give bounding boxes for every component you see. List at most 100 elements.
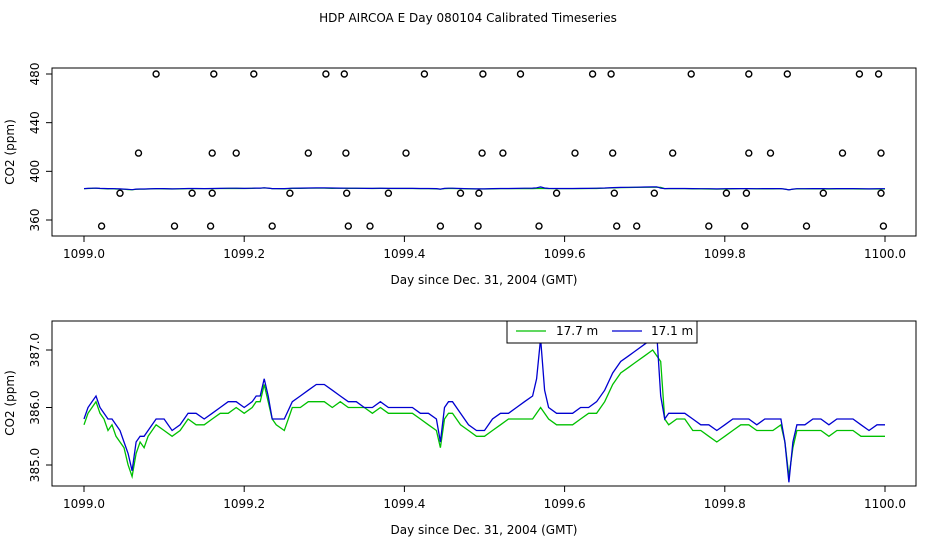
calibration-point bbox=[116, 189, 124, 197]
calibration-point bbox=[877, 189, 885, 197]
calibration-point bbox=[210, 70, 218, 78]
x-tick-label: 1099.0 bbox=[63, 497, 105, 511]
calibration-point bbox=[613, 222, 621, 230]
calibration-point bbox=[322, 70, 330, 78]
y-tick-label: 400 bbox=[28, 160, 42, 183]
calibration-point bbox=[384, 189, 393, 197]
figure-title: HDP AIRCOA E Day 080104 Calibrated Times… bbox=[319, 11, 617, 25]
calibration-point bbox=[208, 189, 216, 197]
x-tick-label: 1100.0 bbox=[864, 497, 906, 511]
calibration-point bbox=[402, 149, 410, 157]
calibration-point bbox=[286, 189, 294, 197]
calibration-point bbox=[633, 222, 641, 230]
calibration-point bbox=[838, 149, 847, 157]
calibration-point bbox=[474, 222, 482, 230]
calibration-point bbox=[304, 149, 312, 157]
x-tick-label: 1100.0 bbox=[864, 247, 906, 261]
calibration-point bbox=[420, 70, 429, 78]
series-line-17-7m bbox=[83, 349, 885, 480]
calibration-point bbox=[344, 222, 352, 230]
calibration-point bbox=[877, 149, 885, 157]
x-tick-label: 1099.8 bbox=[704, 247, 746, 261]
x-tick-label: 1099.4 bbox=[383, 247, 425, 261]
calibration-point bbox=[456, 189, 465, 197]
calibration-point bbox=[343, 189, 351, 197]
calibration-point bbox=[516, 70, 525, 78]
y-tick-label: 387.0 bbox=[28, 333, 42, 367]
x-tick-label: 1099.6 bbox=[544, 247, 586, 261]
bottom-x-axis-label: Day since Dec. 31, 2004 (GMT) bbox=[391, 523, 578, 537]
calibration-point bbox=[609, 149, 617, 157]
calibration-point bbox=[188, 189, 196, 197]
calibration-point bbox=[340, 70, 348, 78]
calibration-point bbox=[722, 189, 731, 197]
calibration-point bbox=[610, 189, 618, 197]
calibration-point bbox=[745, 149, 753, 157]
calibration-point bbox=[436, 222, 445, 230]
bottom-x-axis: 1099.0 1099.2 1099.4 1099.6 1099.8 1100.0 bbox=[63, 485, 906, 511]
panel-top: 1099.0 1099.2 1099.4 1099.6 1099.8 1100.0 360… bbox=[3, 63, 917, 287]
calibration-point bbox=[588, 70, 597, 78]
x-tick-label: 1099.0 bbox=[63, 247, 105, 261]
top-y-axis: 360 400 440 480 bbox=[28, 63, 53, 232]
bottom-series-group bbox=[83, 330, 885, 483]
legend-label-17-1m: 17.1 m bbox=[651, 324, 693, 338]
x-tick-label: 1099.2 bbox=[223, 247, 265, 261]
calibration-point bbox=[366, 222, 374, 230]
calibration-point bbox=[650, 189, 658, 197]
calibration-point bbox=[874, 70, 883, 78]
calibration-point bbox=[607, 70, 615, 78]
y-tick-label: 386.0 bbox=[28, 390, 42, 424]
calibration-point bbox=[879, 222, 888, 230]
calibration-point bbox=[208, 149, 216, 157]
x-tick-label: 1099.2 bbox=[223, 497, 265, 511]
calibration-point bbox=[552, 189, 561, 197]
legend: 17.7 m 17.1 m bbox=[506, 320, 698, 344]
calibration-point bbox=[499, 149, 507, 157]
calibration-point bbox=[342, 149, 350, 157]
calibration-point bbox=[669, 149, 677, 157]
calibration-point bbox=[478, 149, 486, 157]
calibration-point bbox=[741, 222, 749, 230]
calibration-point bbox=[97, 222, 106, 230]
bottom-y-axis: 385.0 386.0 387.0 bbox=[28, 333, 53, 482]
calibration-point bbox=[250, 70, 258, 78]
top-series-line-1 bbox=[83, 186, 885, 191]
calibration-point bbox=[475, 189, 483, 197]
calibration-point bbox=[766, 149, 775, 157]
calibration-point bbox=[819, 189, 827, 197]
y-tick-label: 360 bbox=[28, 209, 42, 232]
x-tick-label: 1099.4 bbox=[383, 497, 425, 511]
y-tick-label: 440 bbox=[28, 111, 42, 134]
top-plot-frame bbox=[51, 67, 917, 237]
x-tick-label: 1099.6 bbox=[544, 497, 586, 511]
top-x-axis-label: Day since Dec. 31, 2004 (GMT) bbox=[391, 273, 578, 287]
calibration-point bbox=[687, 70, 695, 78]
panel-bottom: 1099.0 1099.2 1099.4 1099.6 1099.8 1100.0 385… bbox=[3, 320, 917, 537]
x-tick-label: 1099.8 bbox=[704, 497, 746, 511]
series-line-17-1m bbox=[83, 330, 885, 483]
calibration-point bbox=[571, 149, 579, 157]
calibration-point bbox=[479, 70, 487, 78]
top-calibration-points bbox=[97, 70, 888, 230]
top-series-group bbox=[83, 186, 885, 191]
calibration-point bbox=[268, 222, 276, 230]
bottom-y-axis-label: CO2 (ppm) bbox=[3, 370, 17, 436]
calibration-point bbox=[742, 189, 751, 197]
top-y-axis-label: CO2 (ppm) bbox=[3, 119, 17, 185]
top-x-axis: 1099.0 1099.2 1099.4 1099.6 1099.8 1100.0 bbox=[63, 235, 906, 261]
calibration-point bbox=[535, 222, 543, 230]
calibration-point bbox=[152, 70, 160, 78]
calibration-point bbox=[170, 222, 179, 230]
calibration-point bbox=[232, 149, 240, 157]
calibration-point bbox=[802, 222, 811, 230]
y-tick-label: 385.0 bbox=[28, 448, 42, 482]
calibration-point bbox=[745, 70, 753, 78]
legend-box bbox=[506, 320, 698, 344]
calibration-point bbox=[206, 222, 215, 230]
legend-label-17-7m: 17.7 m bbox=[556, 324, 598, 338]
calibration-point bbox=[705, 222, 713, 230]
calibration-point bbox=[855, 70, 864, 78]
calibration-point bbox=[783, 70, 791, 78]
